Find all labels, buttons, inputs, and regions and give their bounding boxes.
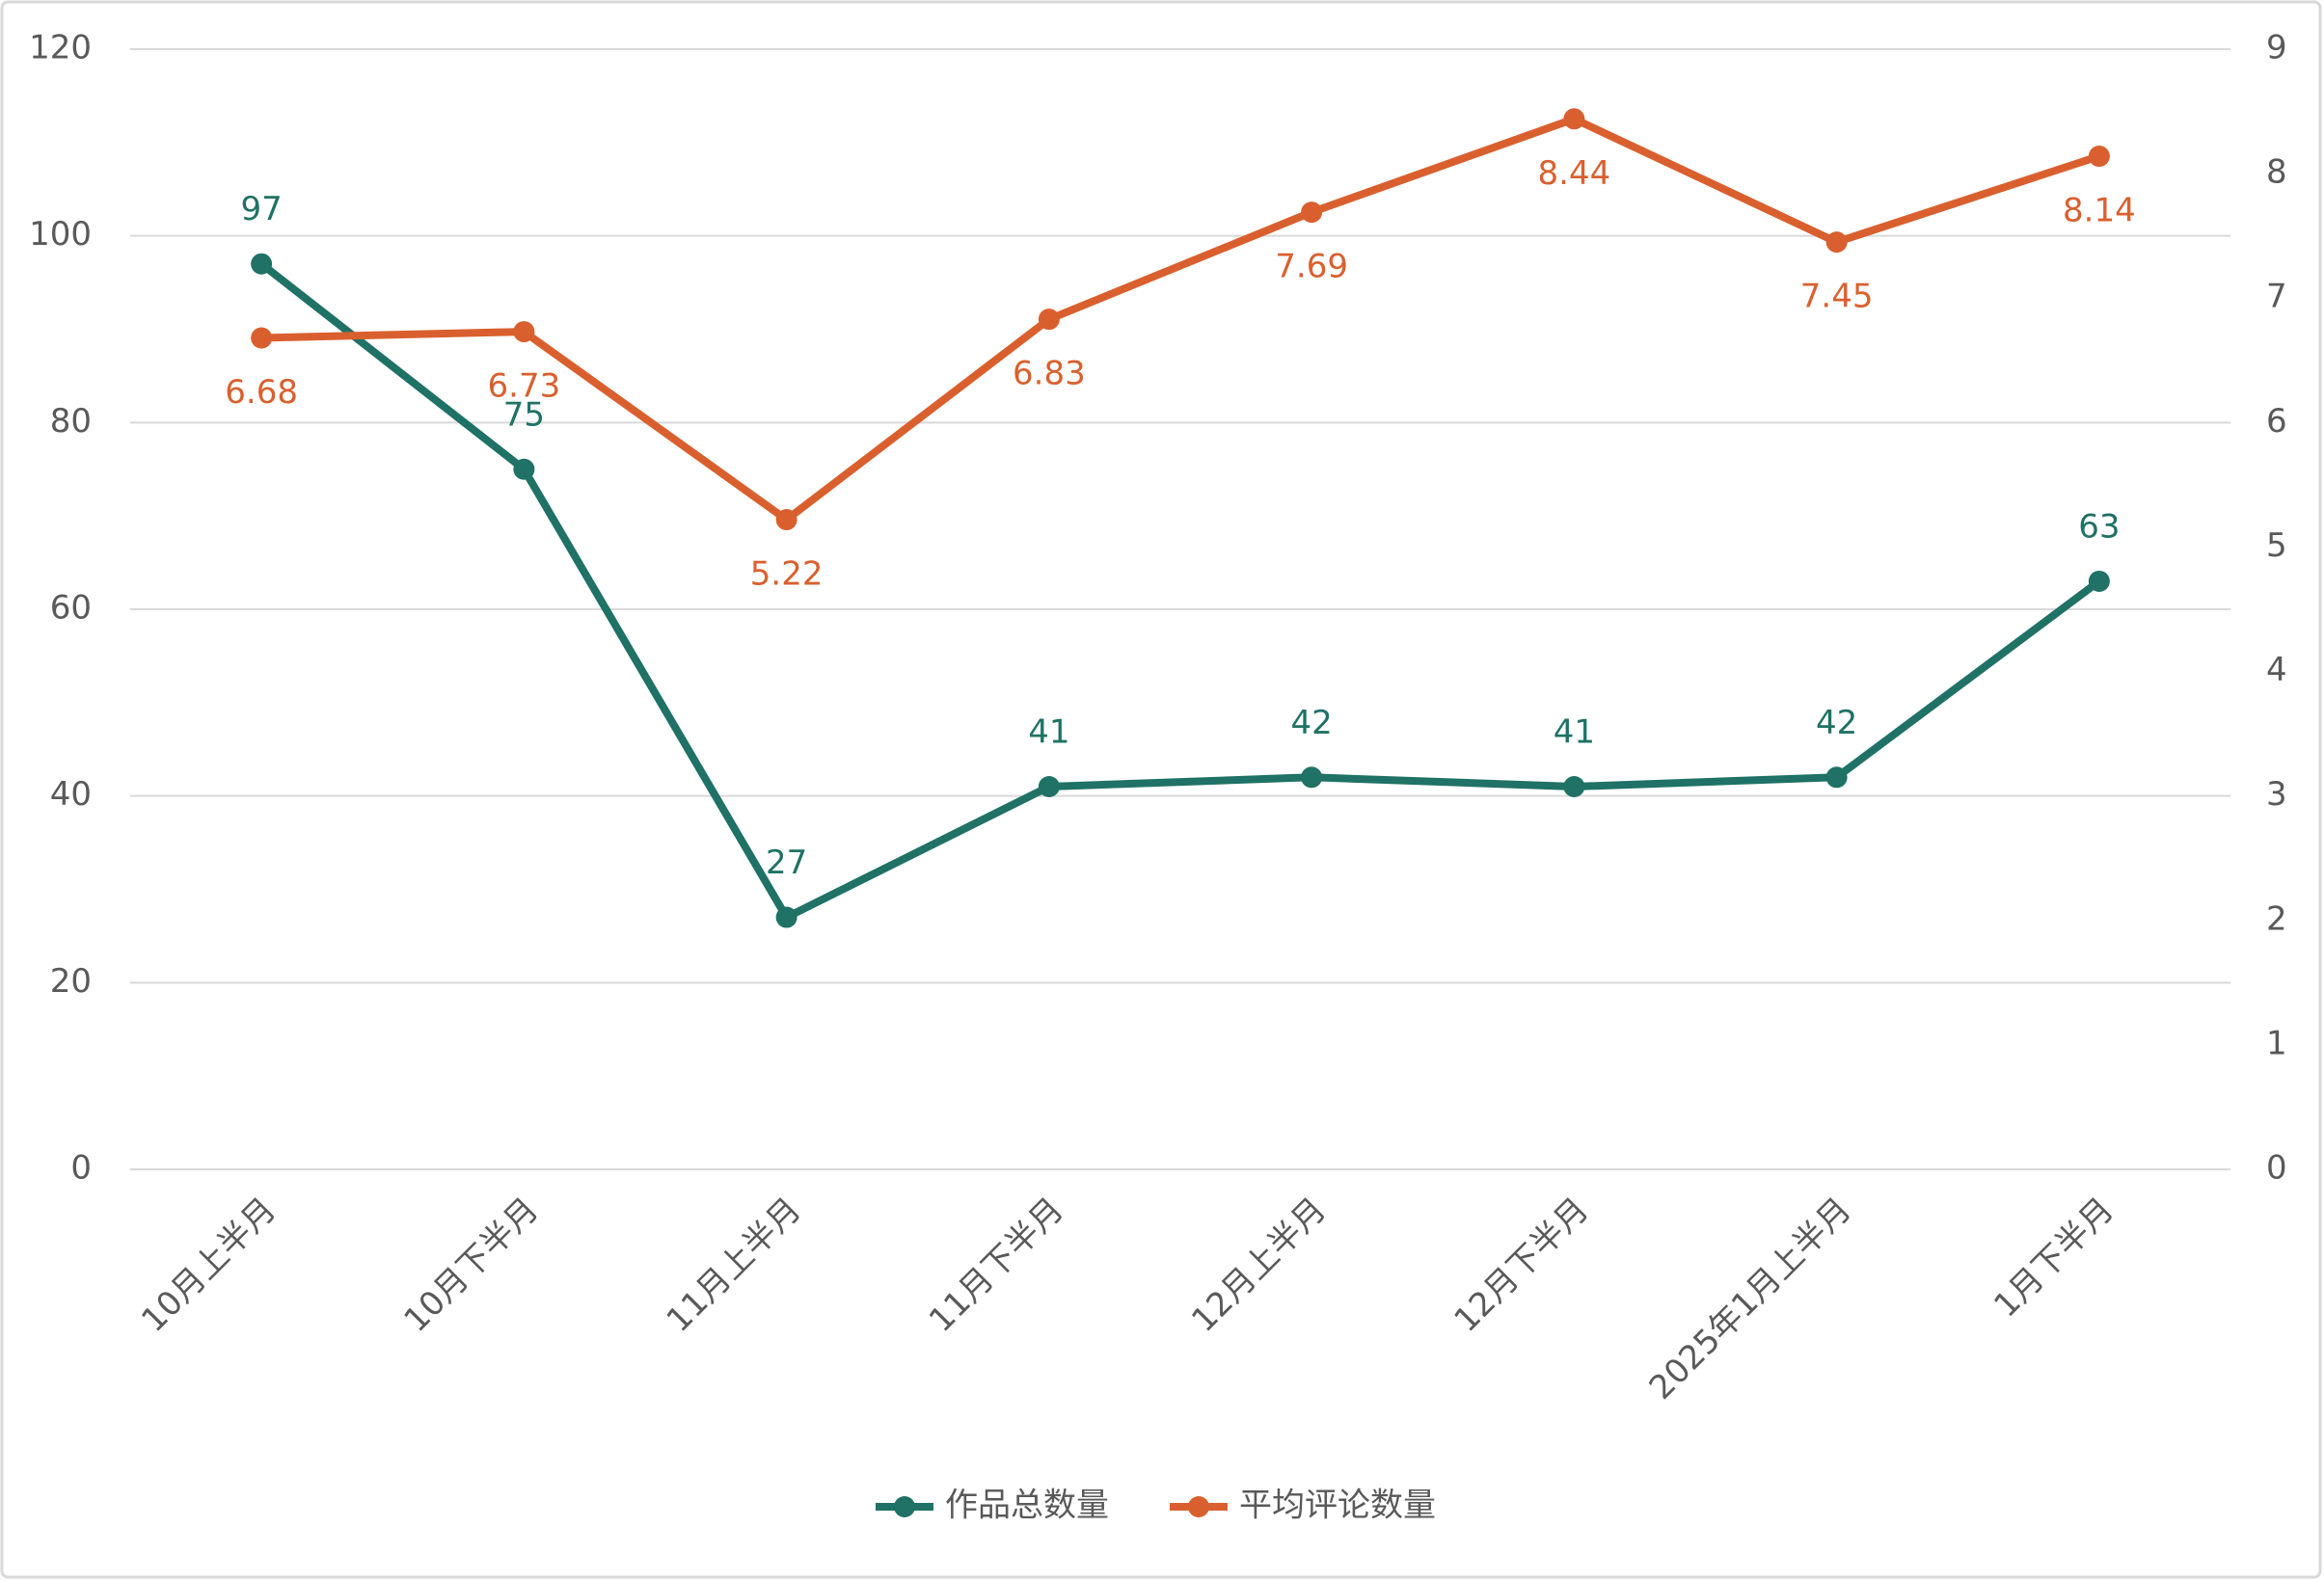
data-point bbox=[251, 253, 273, 275]
y2-tick-label: 0 bbox=[2266, 1149, 2287, 1188]
data-point bbox=[1038, 308, 1060, 331]
data-label: 8.44 bbox=[1538, 154, 1611, 193]
data-label: 63 bbox=[2078, 507, 2120, 546]
y2-tick-label: 8 bbox=[2266, 153, 2287, 192]
y2-tick-label: 2 bbox=[2266, 899, 2287, 938]
data-label: 6.73 bbox=[488, 367, 561, 406]
data-point bbox=[2088, 570, 2110, 592]
y2-tick-label: 5 bbox=[2266, 526, 2287, 565]
y-tick-label: 60 bbox=[50, 589, 92, 628]
series-line bbox=[261, 115, 2101, 524]
data-point bbox=[1563, 775, 1585, 797]
y2-tick-label: 3 bbox=[2266, 775, 2287, 814]
data-point bbox=[775, 509, 797, 531]
data-label: 97 bbox=[240, 190, 282, 228]
y-tick-label: 20 bbox=[50, 962, 92, 1001]
y-tick-label: 40 bbox=[50, 775, 92, 814]
data-point bbox=[2088, 146, 2110, 168]
data-label: 6.83 bbox=[1013, 355, 1086, 393]
y-tick-label: 100 bbox=[29, 215, 92, 254]
y-tick-label: 0 bbox=[70, 1149, 92, 1188]
data-label: 8.14 bbox=[2063, 192, 2136, 230]
y-tick-label: 80 bbox=[50, 402, 92, 441]
y-tick-label: 120 bbox=[29, 29, 92, 67]
data-label: 27 bbox=[766, 844, 807, 882]
data-point bbox=[1563, 108, 1585, 130]
data-label: 42 bbox=[1290, 704, 1332, 742]
data-label: 7.45 bbox=[1800, 278, 1874, 316]
data-point bbox=[1301, 766, 1323, 789]
y2-tick-label: 9 bbox=[2266, 29, 2287, 67]
data-point bbox=[1038, 775, 1060, 797]
data-point bbox=[513, 321, 535, 343]
data-point bbox=[1301, 201, 1323, 224]
data-point bbox=[775, 906, 797, 928]
data-label: 7.69 bbox=[1275, 248, 1348, 286]
data-point bbox=[1825, 231, 1848, 254]
data-point bbox=[1825, 766, 1848, 789]
y2-tick-label: 6 bbox=[2266, 402, 2287, 441]
data-label: 41 bbox=[1028, 712, 1069, 751]
data-label: 75 bbox=[503, 395, 545, 434]
legend-marker bbox=[894, 1496, 915, 1517]
data-label: 42 bbox=[1816, 704, 1857, 742]
y2-tick-label: 7 bbox=[2266, 278, 2287, 316]
y2-tick-label: 4 bbox=[2266, 651, 2287, 689]
series-line bbox=[258, 260, 2102, 922]
legend-label: 作品总数量 bbox=[945, 1487, 1109, 1525]
data-label: 41 bbox=[1554, 712, 1595, 751]
y2-tick-label: 1 bbox=[2266, 1024, 2287, 1062]
data-label: 5.22 bbox=[750, 555, 824, 594]
data-point bbox=[251, 327, 273, 349]
legend-marker bbox=[1188, 1496, 1209, 1517]
legend-label: 平均评论数量 bbox=[1239, 1487, 1436, 1525]
data-label: 6.68 bbox=[225, 373, 298, 412]
data-point bbox=[513, 458, 535, 480]
